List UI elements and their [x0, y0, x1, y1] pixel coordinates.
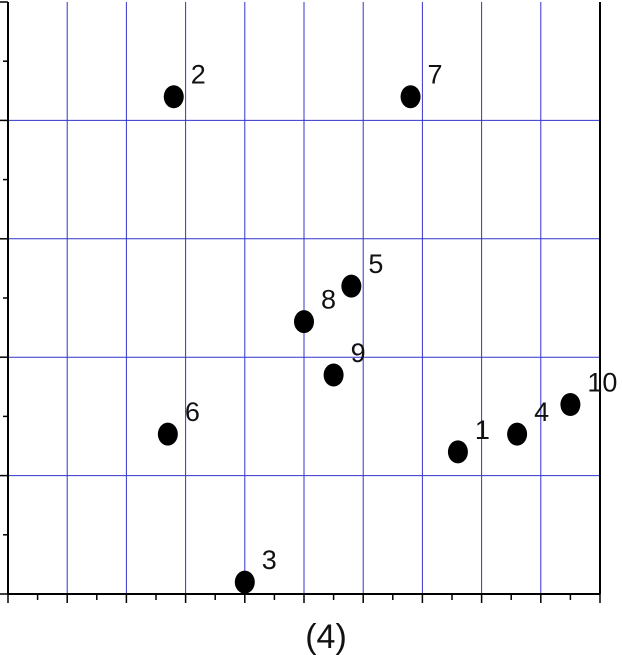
data-point	[447, 440, 468, 464]
data-point	[560, 393, 581, 417]
data-point-label: 6	[185, 397, 200, 427]
data-point	[400, 85, 421, 109]
data-point	[323, 363, 344, 387]
data-point	[294, 310, 314, 334]
data-point	[163, 85, 184, 109]
axes	[0, 1, 601, 603]
data-point-label: 7	[428, 60, 443, 90]
data-point-label: 3	[262, 545, 277, 575]
data-point	[157, 422, 178, 446]
data-point-label: 2	[191, 60, 206, 90]
data-point-label: 8	[321, 285, 336, 315]
data-point	[507, 422, 528, 446]
data-point-label: 9	[351, 338, 366, 368]
data-point-label: 4	[534, 397, 549, 427]
data-point-label: 5	[368, 249, 383, 279]
grid-lines	[8, 2, 600, 594]
data-points: 1 2 3 4 5 6 7 89 10	[157, 60, 617, 594]
data-point	[341, 274, 362, 298]
data-point	[234, 570, 255, 594]
chart-caption: (4)	[305, 618, 347, 655]
data-point-label: 1	[475, 415, 490, 445]
data-point-label: 10	[587, 368, 617, 398]
